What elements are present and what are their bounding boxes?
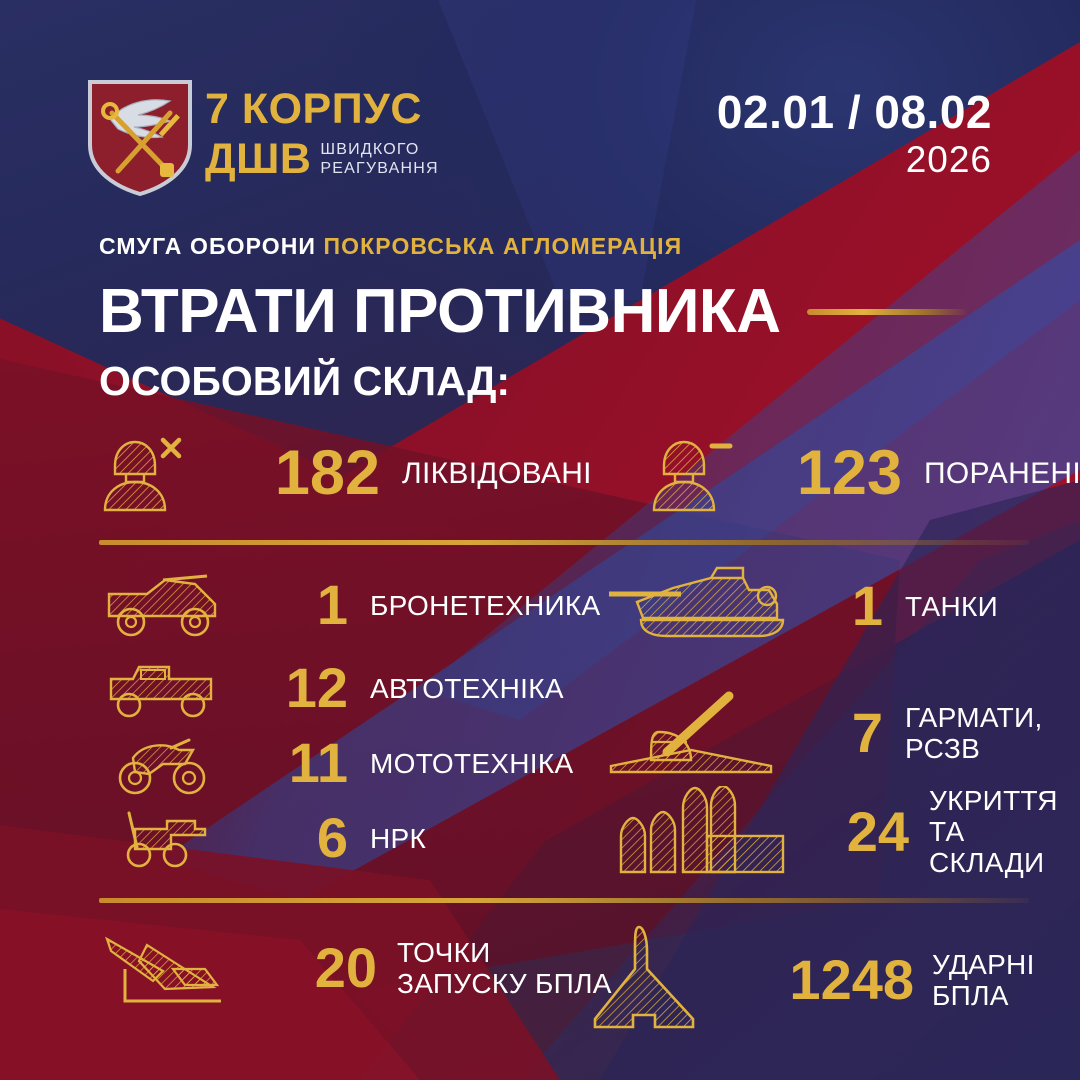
artillery-icon	[605, 690, 805, 776]
unit-subtitle-line1: ШВИДКОГО	[320, 141, 420, 158]
stat-strike-drones: 1248 УДАРНІ БПЛА	[578, 925, 1035, 1035]
stat-personnel-wounded: 123 ПОРАНЕНІ	[648, 434, 1080, 512]
unit-subtitle-block: ШВИДКОГО РЕАГУВАННЯ	[320, 140, 438, 184]
unit-name-block: 7 КОРПУС ДШВ ШВИДКОГО РЕАГУВАННЯ	[205, 84, 439, 184]
date-year: 2026	[905, 139, 992, 180]
stat-label: МОТОТЕХНІКА	[370, 747, 574, 779]
stat-value: 6	[316, 806, 348, 869]
stat-value: 1248	[789, 948, 914, 1011]
stat-value: 1	[316, 573, 348, 636]
stat-label: ТАНКИ	[905, 590, 999, 622]
stat-label: УДАРНІ БПЛА	[932, 949, 1035, 1011]
stat-value: 20	[314, 936, 377, 999]
divider-personnel	[99, 540, 1029, 545]
soldier-wounded-icon	[648, 434, 736, 512]
stat-label: ГАРМАТИ, РСЗВ	[905, 702, 1043, 764]
ugv-robot-icon	[99, 805, 229, 871]
unit-subtitle-line2: РЕАГУВАННЯ	[320, 160, 439, 177]
stat-ugv: 6 НРК	[99, 805, 426, 871]
stat-trucks: 12 АВТОТЕХНІКА	[99, 655, 564, 721]
divider-equipment	[99, 898, 1029, 903]
stat-label: УКРИТТЯ ТА СКЛАДИ	[929, 785, 1058, 878]
stat-value: 182	[274, 437, 380, 508]
tank-icon	[605, 566, 805, 646]
stat-artillery: 7 ГАРМАТИ, РСЗВ	[605, 690, 1043, 776]
stat-value: 11	[288, 731, 348, 794]
7th-corps-emblem	[86, 79, 194, 197]
motorcycle-icon	[99, 730, 229, 796]
soldier-killed-icon	[99, 434, 187, 512]
stat-label: ЛІКВІДОВАНІ	[402, 456, 592, 490]
uav-launch-point-icon	[99, 925, 249, 1011]
title-accent-dash	[806, 309, 967, 315]
stat-motorcycles: 11 МОТОТЕХНІКА	[99, 730, 573, 796]
date-block: 02.01 / 08.02 2026	[717, 86, 992, 182]
strike-drone-icon	[578, 925, 708, 1035]
stat-label: БРОНЕТЕХНИКА	[370, 589, 601, 621]
stat-value: 7	[851, 701, 883, 764]
date-range: 02.01 / 08.02	[716, 86, 992, 138]
stat-armored-vehicles: 1 БРОНЕТЕХНИКА	[99, 570, 601, 640]
main-title-wrap: ВТРАТИ ПРОТИВНИКА	[99, 279, 967, 345]
stat-label: ТОЧКИ ЗАПУСКУ БПЛА	[397, 937, 612, 999]
stat-value: 123	[796, 437, 902, 508]
stat-personnel-killed: 182 ЛІКВІДОВАНІ	[99, 434, 592, 512]
stat-label: АВТОТЕХНІКА	[370, 672, 564, 704]
sector-line: СМУГА ОБОРОНИ ПОКРОВСЬКА АГЛОМЕРАЦІЯ	[99, 233, 682, 260]
shelter-warehouse-icon	[605, 785, 805, 878]
stat-shelters: 24 УКРИТТЯ ТА СКЛАДИ	[605, 785, 1080, 878]
sector-prefix: СМУГА ОБОРОНИ	[99, 233, 317, 259]
unit-abbrev-label: ДШВ	[205, 135, 312, 183]
stat-label: НРК	[370, 822, 427, 854]
header: 7 КОРПУС ДШВ ШВИДКОГО РЕАГУВАННЯ 02.01 /…	[0, 0, 1080, 210]
unit-corps-label: 7 КОРПУС	[205, 85, 422, 133]
stat-uav-launch-points: 20 ТОЧКИ ЗАПУСКУ БПЛА	[99, 925, 612, 1011]
stat-value: 1	[851, 574, 883, 637]
sector-name: ПОКРОВСЬКА АГЛОМЕРАЦІЯ	[323, 233, 683, 259]
stat-tanks: 1 ТАНКИ	[605, 566, 998, 646]
section-subtitle-personnel: ОСОБОВИЙ СКЛАД:	[99, 358, 511, 404]
stat-label: ПОРАНЕНІ	[924, 456, 1080, 490]
stat-value: 12	[285, 656, 348, 719]
stat-value: 24	[846, 799, 909, 863]
page-title: ВТРАТИ ПРОТИВНИКА	[99, 277, 781, 346]
truck-icon	[99, 655, 229, 721]
armored-vehicle-icon	[99, 570, 229, 640]
